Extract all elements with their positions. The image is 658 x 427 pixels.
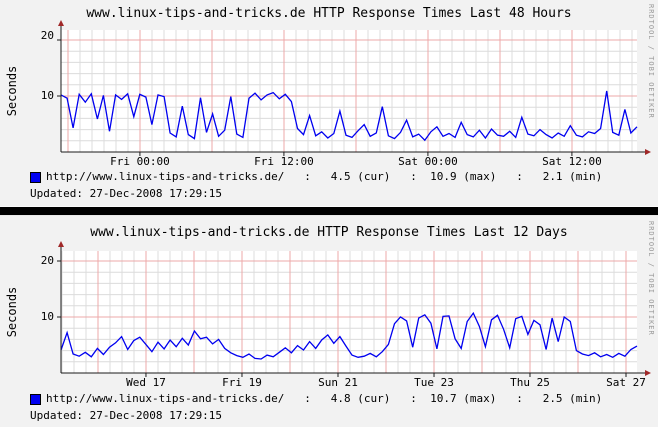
y-tick-label-10: 10 xyxy=(40,89,54,102)
legend: http://www.linux-tips-and-tricks.de/ : 4… xyxy=(30,393,602,405)
chart-title: www.linux-tips-and-tricks.de HTTP Respon… xyxy=(86,6,572,21)
x-axis-tick-labels: Wed 17 Fri 19 Sun 21 Tue 23 Thu 25 Sat 27 xyxy=(0,376,658,389)
chart-panel-48-hours: www.linux-tips-and-tricks.de HTTP Respon… xyxy=(0,0,658,207)
y-tick-label-20: 20 xyxy=(40,29,54,42)
x-tick-label: Fri 12:00 xyxy=(254,155,314,168)
x-tick-label: Fri 00:00 xyxy=(110,155,170,168)
legend-text: http://www.linux-tips-and-tricks.de/ : 4… xyxy=(46,392,603,405)
chart-panel-12-days: www.linux-tips-and-tricks.de HTTP Respon… xyxy=(0,215,658,427)
chart-title: www.linux-tips-and-tricks.de HTTP Respon… xyxy=(90,225,568,240)
x-tick-label: Sat 12:00 xyxy=(542,155,602,168)
updated-timestamp: Updated: 27-Dec-2008 17:29:15 xyxy=(30,187,223,200)
legend-text: http://www.linux-tips-and-tricks.de/ : 4… xyxy=(46,170,603,183)
x-tick-label: Sun 21 xyxy=(318,376,358,389)
response-time-plot xyxy=(57,20,651,156)
x-tick-label: Sat 00:00 xyxy=(398,155,458,168)
legend: http://www.linux-tips-and-tricks.de/ : 4… xyxy=(30,171,602,183)
y-tick-label-10: 10 xyxy=(40,310,54,323)
x-tick-label: Fri 19 xyxy=(222,376,262,389)
x-tick-label: Thu 25 xyxy=(510,376,550,389)
x-axis-tick-labels: Fri 00:00 Fri 12:00 Sat 00:00 Sat 12:00 xyxy=(0,155,658,168)
x-tick-label: Sat 27 xyxy=(606,376,646,389)
rrdtool-watermark: RRDTOOL / TOBI OETIKER xyxy=(647,4,655,119)
y-tick-label-20: 20 xyxy=(40,254,54,267)
x-tick-label: Tue 23 xyxy=(414,376,454,389)
x-tick-label: Wed 17 xyxy=(126,376,166,389)
legend-swatch xyxy=(30,171,41,183)
response-time-plot xyxy=(57,241,651,377)
rrdtool-watermark: RRDTOOL / TOBI OETIKER xyxy=(647,221,655,336)
legend-swatch xyxy=(30,393,41,405)
updated-timestamp: Updated: 27-Dec-2008 17:29:15 xyxy=(30,409,223,422)
divider xyxy=(0,207,658,215)
